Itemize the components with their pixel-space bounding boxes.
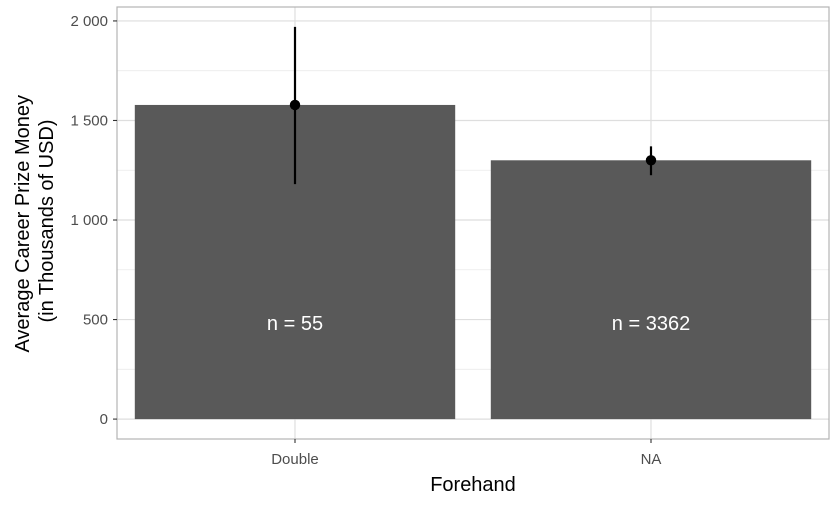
y-tick-label: 1 500 <box>70 112 108 129</box>
y-axis-title-line-2: (in Thousands of USD) <box>36 119 58 322</box>
bar-annotations: n = 55 n = 3362 <box>267 313 690 335</box>
y-axis-title: Average Career Prize Money (in Thousands… <box>12 89 58 352</box>
error-bars <box>289 26 657 185</box>
x-axis-ticks: Double NA <box>271 439 661 468</box>
y-axis-ticks: 0 500 1 000 1 500 2 000 <box>70 13 117 428</box>
y-tick-label: 0 <box>100 411 108 428</box>
bars <box>134 104 812 420</box>
n-label-double: n = 55 <box>267 313 323 335</box>
x-tick-label: Double <box>271 451 319 468</box>
x-axis-title: Forehand <box>430 474 516 496</box>
y-axis-title-line-1: Average Career Prize Money <box>12 95 34 353</box>
y-tick-label: 2 000 <box>70 13 108 30</box>
y-tick-label: 1 000 <box>70 212 108 229</box>
x-tick-label: NA <box>641 451 662 468</box>
n-label-na: n = 3362 <box>612 313 690 335</box>
y-tick-label: 500 <box>83 312 108 329</box>
mean-point-na <box>645 155 657 166</box>
bar-na <box>490 160 812 420</box>
panel-border <box>116 6 830 440</box>
mean-point-double <box>289 99 301 111</box>
